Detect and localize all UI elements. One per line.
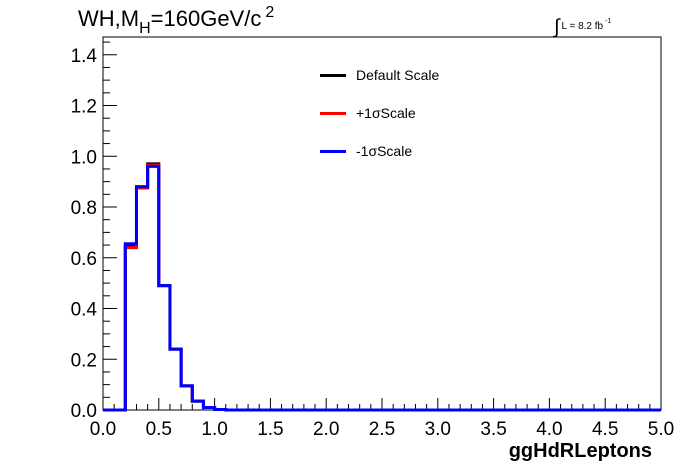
legend-label-default: Default Scale bbox=[356, 67, 440, 83]
luminosity-label: ∫ L = 8.2 fb -1 bbox=[554, 12, 612, 38]
legend-label-plus1sigma: +1σScale bbox=[356, 105, 416, 121]
title-main: =160GeV/c bbox=[150, 6, 262, 31]
series-plus1sigma-scale-line bbox=[103, 163, 661, 412]
y-tick-label: 0.4 bbox=[71, 300, 98, 321]
x-tick-label: 2.5 bbox=[369, 419, 395, 440]
legend-label-minus1sigma: -1σScale bbox=[356, 143, 413, 159]
x-tick-label: 0.5 bbox=[146, 419, 172, 440]
chart-title: WH,MH=160GeV/c 2 bbox=[78, 4, 275, 37]
x-tick-label: 1.0 bbox=[201, 419, 227, 440]
series-minus1sigma-scale-line bbox=[103, 164, 661, 412]
legend-item-default: Default Scale bbox=[320, 56, 439, 94]
y-tick-label: 0.6 bbox=[71, 249, 97, 270]
legend: Default Scale +1σScale -1σScale bbox=[320, 56, 439, 170]
x-tick-label: 4.5 bbox=[592, 419, 618, 440]
title-prefix: WH,M bbox=[78, 6, 140, 31]
x-axis-label: ggHdRLeptons bbox=[508, 440, 652, 462]
legend-swatch-minus1sigma bbox=[320, 149, 346, 153]
y-tick-label: 1.2 bbox=[71, 97, 97, 118]
y-tick-label: 1.4 bbox=[71, 46, 98, 67]
luminosity-superscript: -1 bbox=[605, 18, 612, 25]
y-tick-label: 0.2 bbox=[71, 350, 97, 371]
legend-swatch-plus1sigma bbox=[320, 111, 346, 115]
y-tick-label: 0.0 bbox=[71, 401, 97, 422]
legend-item-minus1sigma: -1σScale bbox=[320, 132, 439, 170]
x-tick-label: 0.0 bbox=[90, 419, 116, 440]
title-subscript: H bbox=[139, 20, 151, 37]
integral-symbol: ∫ bbox=[554, 16, 560, 38]
luminosity-text: L = 8.2 fb bbox=[561, 21, 604, 32]
series-default-scale-line bbox=[103, 162, 661, 412]
title-superscript: 2 bbox=[265, 4, 275, 21]
x-tick-label: 5.0 bbox=[648, 419, 674, 440]
legend-swatch-default bbox=[320, 73, 346, 77]
x-tick-label: 4.0 bbox=[536, 419, 562, 440]
x-tick-label: 3.5 bbox=[480, 419, 506, 440]
x-tick-label: 3.0 bbox=[425, 419, 451, 440]
x-tick-label: 2.0 bbox=[313, 419, 339, 440]
x-tick-label: 1.5 bbox=[257, 419, 283, 440]
legend-item-plus1sigma: +1σScale bbox=[320, 94, 439, 132]
y-tick-label: 0.8 bbox=[71, 198, 97, 219]
y-tick-label: 1.0 bbox=[71, 147, 97, 168]
